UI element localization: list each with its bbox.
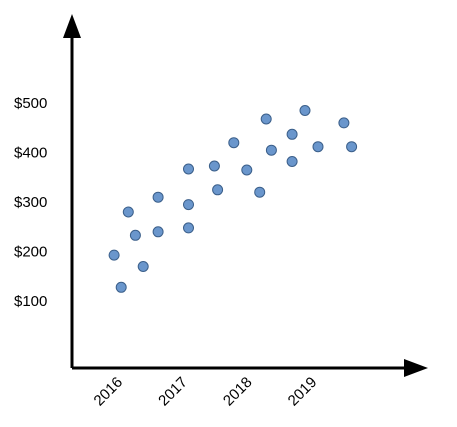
scatter-point (152, 226, 164, 238)
scatter-point (183, 163, 194, 175)
y-tick-label: $400 (14, 145, 47, 162)
x-tick-label: 2017 (155, 374, 191, 410)
scatter-point (115, 281, 127, 293)
y-tick-label: $200 (14, 244, 47, 261)
scatter-point (312, 141, 324, 153)
y-axis-arrowhead (63, 14, 81, 38)
scatter-point (265, 144, 277, 156)
x-tick-label: 2016 (91, 374, 127, 410)
scatter-point (122, 206, 134, 218)
scatter-point (254, 186, 266, 198)
y-tick-label: $300 (14, 194, 47, 211)
x-tick-labels: 2016 2017 2018 2019 (91, 374, 321, 410)
axes (63, 14, 428, 377)
x-axis-arrowhead (404, 359, 428, 377)
scatter-point (183, 199, 194, 211)
scatter-point (152, 191, 164, 203)
scatter-point (286, 156, 298, 167)
scatter-point (183, 222, 194, 234)
y-tick-label: $100 (14, 293, 47, 310)
x-tick-label: 2018 (220, 374, 256, 410)
scatter-point (212, 184, 224, 196)
x-tick-label: 2019 (285, 374, 321, 410)
y-tick-labels: $100 $200 $300 $400 $500 (14, 95, 47, 310)
scatter-point (299, 105, 311, 116)
scatter-point (208, 160, 220, 172)
scatter-point (260, 113, 272, 125)
scatter-point (338, 117, 350, 129)
scatter-point (286, 128, 298, 140)
scatter-point (108, 249, 120, 261)
scatter-point (228, 137, 240, 149)
scatter-point (137, 261, 149, 272)
scatter-point (346, 141, 358, 153)
scatter-point (241, 164, 253, 176)
y-tick-label: $500 (14, 95, 47, 112)
data-points (108, 105, 358, 293)
scatter-point (129, 229, 141, 241)
